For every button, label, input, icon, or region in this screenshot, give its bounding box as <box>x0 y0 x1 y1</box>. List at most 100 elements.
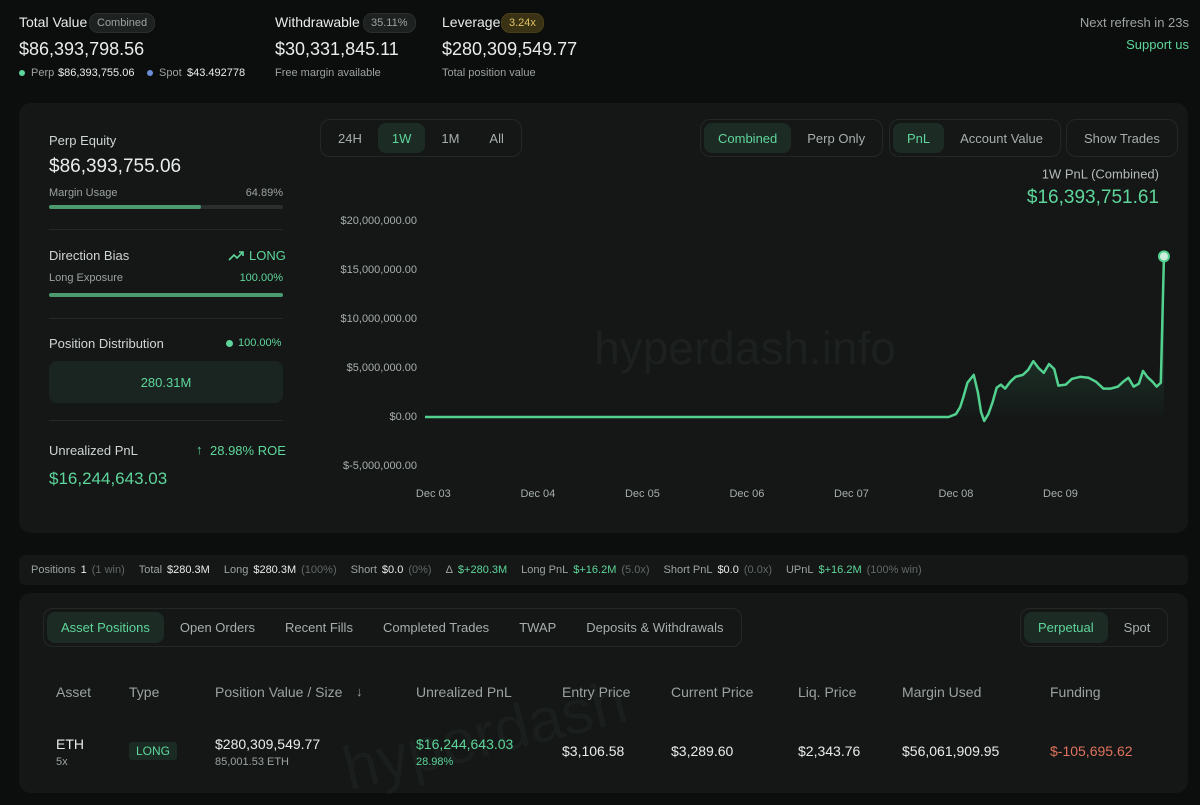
value: $30,331,845.11 <box>275 39 399 59</box>
y-tick-label: $10,000,000.00 <box>341 313 417 325</box>
sub: Free margin available <box>275 67 381 79</box>
stat-note: (100%) <box>301 564 337 576</box>
line <box>425 256 1166 423</box>
column-header: Margin Used <box>902 684 982 700</box>
dot <box>19 70 25 76</box>
dot <box>147 70 153 76</box>
value: $43.492778 <box>187 67 246 79</box>
pnl-chart: hyperdash.info 1W PnL (Combined) $16,393… <box>341 166 1170 500</box>
view-button[interactable]: Perp Only <box>807 130 866 146</box>
end-point <box>1157 250 1170 263</box>
label: Perp Equity <box>49 133 117 148</box>
stat-note: (5.0x) <box>621 564 650 576</box>
chart-subtitle: 1W PnL (Combined) <box>1042 166 1159 181</box>
stat-label: Short PnL <box>663 564 713 576</box>
label: Long Exposure <box>49 272 123 284</box>
stat-label: Long PnL <box>521 564 569 576</box>
timeframe-button[interactable]: 1M <box>441 130 460 146</box>
column-header: Type <box>129 684 160 700</box>
timeframe-button[interactable]: All <box>489 130 504 146</box>
stat: Long $280.3M (100%) <box>224 564 337 576</box>
stat-value: $+16.2M <box>818 564 862 576</box>
stat: Total $280.3M <box>139 564 210 576</box>
progress-track <box>49 205 283 209</box>
stat: Δ $+280.3M <box>446 564 508 576</box>
badge: 35.11% <box>363 13 416 33</box>
label: Margin Usage <box>49 187 118 199</box>
stat: Short PnL $0.0 (0.0x) <box>664 564 772 576</box>
metric-button[interactable]: Account Value <box>960 130 1044 146</box>
tab[interactable]: Open Orders <box>179 620 256 635</box>
progress-fill <box>49 293 283 297</box>
show-trades-group: Show Trades <box>1066 119 1178 157</box>
divider <box>49 420 283 421</box>
label: Unrealized PnL <box>49 443 138 458</box>
market-tab-group: Perpetual Spot <box>1020 608 1169 647</box>
show-trades-button[interactable]: Show Trades <box>1084 130 1160 146</box>
funding: $-105,695.62 <box>1050 743 1133 759</box>
x-tick-label: Dec 04 <box>520 488 555 500</box>
view-button[interactable]: Combined <box>704 123 792 153</box>
x-tick-label: Dec 07 <box>834 488 869 500</box>
stat-note: (0%) <box>408 564 432 576</box>
badge: Combined <box>89 13 156 33</box>
upnl-pct: 28.98% <box>416 756 454 768</box>
stat-label: Long <box>223 564 249 576</box>
stat: Long PnL $+16.2M (5.0x) <box>521 564 649 576</box>
page: Total Value Combined $86,393,798.56 Perp… <box>19 13 1189 804</box>
column-header: Current Price <box>671 684 754 700</box>
value: 100.00% <box>238 337 282 349</box>
position-value: $280,309,549.77 <box>215 736 321 752</box>
value: $16,244,643.03 <box>49 469 168 488</box>
direction: LONG <box>249 248 286 263</box>
liq-price: $2,343.76 <box>798 743 861 759</box>
refresh: Next refresh in 23s <box>1079 15 1189 30</box>
tab-group: Asset Positions Open Orders Recent Fills Co… <box>43 608 742 647</box>
stat: Positions 1 (1 win) <box>31 564 125 576</box>
divider <box>49 318 283 319</box>
badge: 3.24x <box>501 13 544 33</box>
margin-used: $56,061,909.95 <box>902 743 1000 759</box>
stat-value: $0.0 <box>717 564 739 576</box>
stat-value: $280.3M <box>167 564 210 576</box>
sub: Total position value <box>442 67 536 79</box>
tab[interactable]: Asset Positions <box>47 612 164 643</box>
column-header: Unrealized PnL <box>416 684 512 700</box>
stat-note: (0.0x) <box>743 564 772 576</box>
x-tick-label: Dec 03 <box>416 488 451 500</box>
timeframe-button[interactable]: 24H <box>338 130 362 146</box>
label: Withdrawable <box>275 14 360 30</box>
dot <box>226 340 233 347</box>
stat-label: Positions <box>31 564 76 576</box>
stats-bar: Positions 1 (1 win) Total $280.3M Long $280.3M… <box>19 555 1188 585</box>
tab[interactable]: Deposits & Withdrawals <box>586 620 724 635</box>
market-tab[interactable]: Spot <box>1123 620 1151 635</box>
view-group: Combined Perp Only <box>700 119 884 157</box>
metric-button[interactable]: PnL <box>893 123 945 153</box>
support-link[interactable]: Support us <box>1126 37 1189 52</box>
column-header: Liq. Price <box>798 684 857 700</box>
stat-value: $+280.3M <box>457 564 508 576</box>
timeframe-button[interactable]: 1W <box>377 123 426 153</box>
area <box>425 256 1164 421</box>
tab[interactable]: Completed Trades <box>382 620 490 635</box>
stat: Short $0.0 (0%) <box>351 564 432 576</box>
progress-fill <box>49 205 201 209</box>
current-price: $3,289.60 <box>671 743 734 759</box>
label: Spot <box>159 67 182 79</box>
stat-note: (100% win) <box>866 564 922 576</box>
metric-group: PnL Account Value <box>889 119 1062 157</box>
tab[interactable]: Recent Fills <box>285 620 353 635</box>
stat-value: 1 <box>80 564 87 576</box>
y-tick-label: $20,000,000.00 <box>341 215 417 227</box>
value: $86,393,798.56 <box>19 39 145 59</box>
trend-icon <box>228 251 244 261</box>
arrow-icon: ↑ <box>196 442 203 457</box>
positions-panel <box>19 593 1188 793</box>
tab[interactable]: TWAP <box>519 620 557 635</box>
column-header: Asset <box>56 684 92 700</box>
market-tab[interactable]: Perpetual <box>1024 612 1108 643</box>
position-size: 85,001.53 ETH <box>215 756 289 768</box>
y-tick-label: $-5,000,000.00 <box>343 460 417 472</box>
chart-value: $16,393,751.61 <box>1027 187 1159 208</box>
